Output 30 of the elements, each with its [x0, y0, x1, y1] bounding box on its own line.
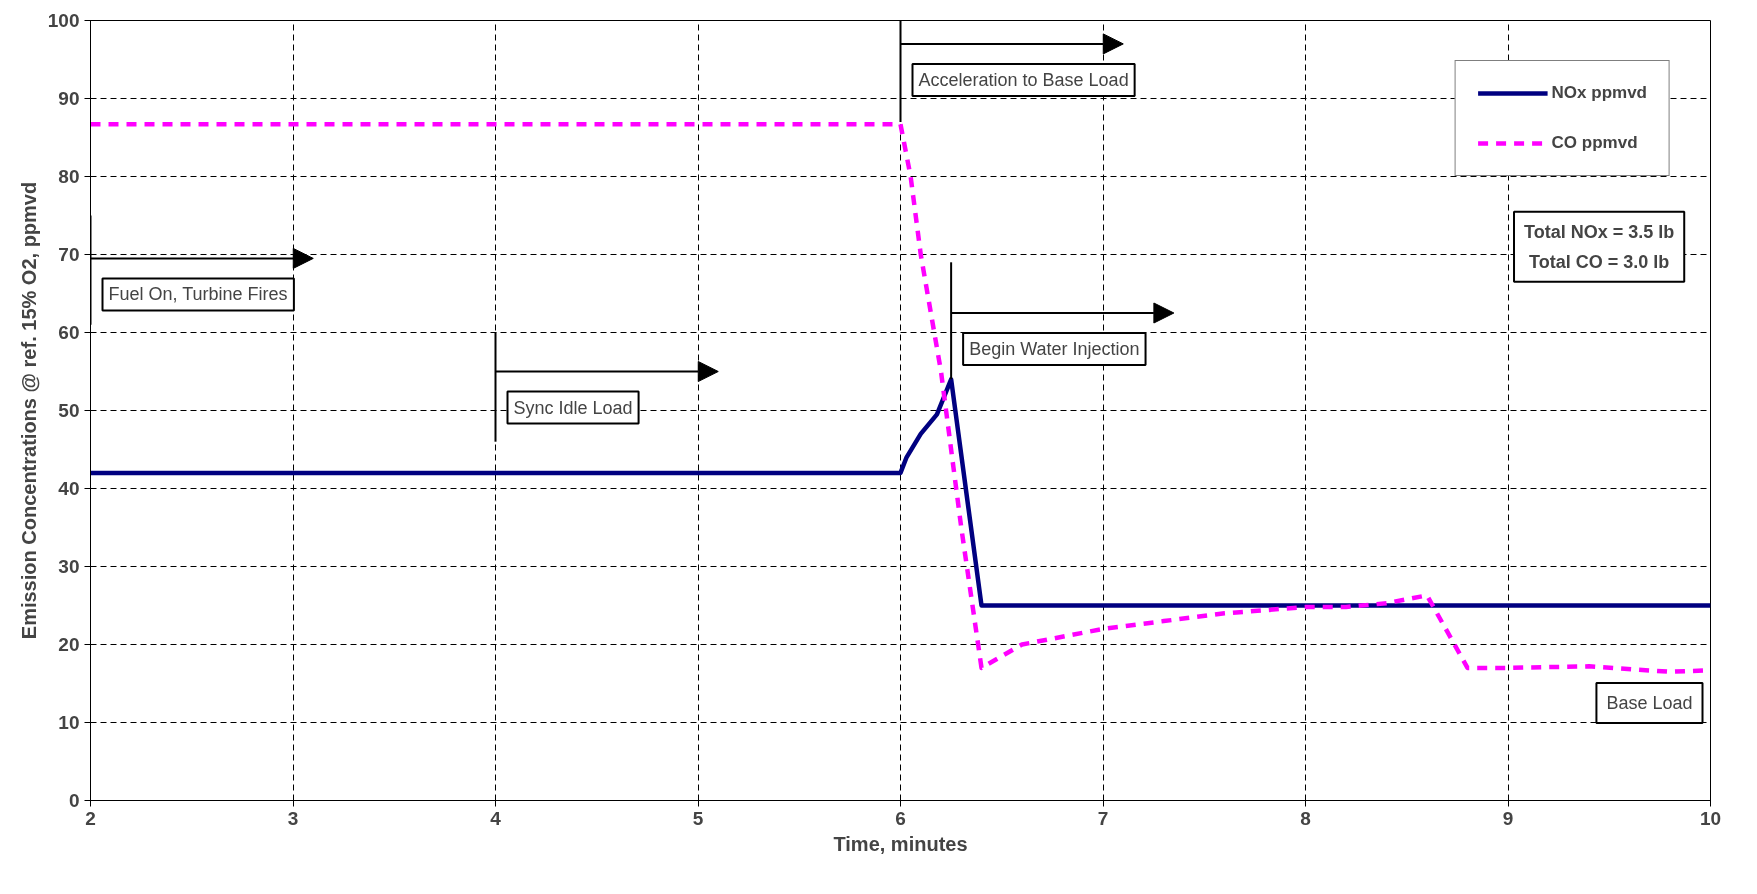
x-tick-label: 2 [85, 807, 96, 829]
y-tick-label: 30 [58, 556, 80, 577]
ref-line-label: Acceleration to Base Load [918, 69, 1129, 90]
x-tick-label: 3 [287, 807, 299, 829]
annotation: Base Load [1606, 693, 1693, 713]
x-tick-label: 6 [895, 807, 906, 829]
y-tick-label: 20 [58, 634, 80, 655]
y-tick-label: 40 [58, 478, 80, 499]
y-tick-label: 10 [58, 712, 80, 733]
x-tick-label: 10 [1699, 807, 1722, 829]
y-tick-label: 100 [47, 10, 80, 31]
x-axis-title: Time, minutes [833, 832, 968, 855]
annotation: Total NOx = 3.5 lb Total CO = 3.0 lb [1524, 221, 1675, 272]
y-axis-title: Emission Concentrations @ ref. 15% O2, ppmvd [17, 181, 40, 640]
x-tick-label: 5 [692, 807, 704, 829]
ref-line-label: Begin Water Injection [969, 339, 1140, 359]
x-tick-label: 8 [1300, 807, 1311, 829]
y-tick-label: 90 [58, 88, 80, 109]
y-tick-label: 60 [58, 322, 80, 343]
y-tick-label: 80 [58, 166, 80, 187]
ref-line-label: Fuel On, Turbine Fires [108, 284, 288, 305]
legend-label: CO ppmvd [1551, 133, 1638, 153]
y-tick-label: 0 [68, 790, 80, 811]
legend-label: NOx ppmvd [1551, 83, 1647, 103]
y-tick-label: 50 [58, 400, 80, 421]
ref-line-label: Sync Idle Load [513, 397, 633, 418]
y-tick-label: 70 [58, 244, 80, 265]
x-tick-label: 9 [1502, 807, 1514, 829]
x-tick-label: 7 [1097, 807, 1109, 829]
x-tick-label: 4 [490, 807, 502, 829]
